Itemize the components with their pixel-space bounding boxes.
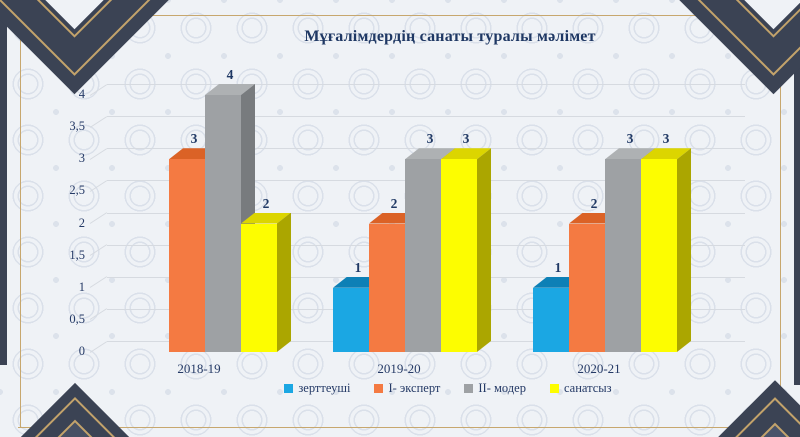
y-axis-tick-label: 2 xyxy=(78,215,85,230)
y-axis-tick-label: 3 xyxy=(78,151,85,166)
legend-item-0: зерттеуші xyxy=(284,381,350,396)
y-axis-tick-label: 3,5 xyxy=(69,119,85,134)
bar-top-1-2019-20 xyxy=(369,212,419,224)
bar-value-label: 3 xyxy=(626,131,634,147)
bar-1-2020-21 xyxy=(569,223,605,352)
legend-swatch xyxy=(464,384,474,393)
bar-top-1-2020-21 xyxy=(569,212,619,224)
bar-value-label: 3 xyxy=(462,131,470,147)
bar-side-3-2019-20 xyxy=(477,148,491,352)
gridline-connector xyxy=(89,180,108,192)
x-category-label: 2020-21 xyxy=(577,361,621,376)
legend-item-1: I- эксперт xyxy=(374,381,440,396)
x-category-label: 2019-20 xyxy=(377,361,421,376)
bar-value-label: 2 xyxy=(590,195,598,211)
bar-value-label: 2 xyxy=(262,195,270,211)
gold-frame-top xyxy=(18,15,782,16)
bar-top-3-2018-19 xyxy=(241,212,291,224)
bar-value-label: 3 xyxy=(662,131,670,147)
bar-top-3-2020-21 xyxy=(641,148,691,160)
gridline-connector xyxy=(89,212,108,224)
legend-label: I- эксперт xyxy=(388,381,441,395)
bar-value-label: 1 xyxy=(554,259,562,275)
y-axis-tick-label: 1,5 xyxy=(69,247,85,262)
gridline-connector xyxy=(89,147,108,160)
legend-label: зерттеуші xyxy=(298,381,351,395)
bar-3-2019-20 xyxy=(441,159,477,352)
gold-accent-line xyxy=(0,396,199,437)
gridline-connector xyxy=(89,308,108,321)
legend-item-3: санатсыз xyxy=(549,381,612,396)
gold-frame-right xyxy=(780,15,781,428)
bar-side-3-2018-19 xyxy=(277,213,291,353)
bar-1-2019-20 xyxy=(369,223,405,352)
bar-side-3-2020-21 xyxy=(677,148,691,352)
legend-swatch xyxy=(284,384,294,393)
bar-top-0-2019-20 xyxy=(333,276,383,288)
y-axis-tick-label: 0,5 xyxy=(69,311,85,326)
gold-frame-bottom xyxy=(18,427,782,428)
bar-top-2-2020-21 xyxy=(605,148,655,160)
bar-top-0-2020-21 xyxy=(533,276,583,288)
y-axis-tick-label: 0 xyxy=(78,344,85,358)
chart-title: Мұғалімдердің санаты туралы мәлімет xyxy=(304,28,596,45)
bar-top-2-2019-20 xyxy=(405,148,455,160)
bar-top-2-2018-19 xyxy=(205,84,255,95)
bar-2-2018-19 xyxy=(205,95,241,352)
bar-3-2020-21 xyxy=(641,159,677,352)
bar-0-2020-21 xyxy=(533,287,569,352)
y-axis-tick-label: 1 xyxy=(78,279,85,294)
navy-edge-strip-left xyxy=(0,20,7,365)
x-category-label: 2018-19 xyxy=(177,361,221,376)
gridline xyxy=(107,84,745,85)
bar-value-label: 3 xyxy=(426,131,434,147)
bar-value-label: 2 xyxy=(390,195,398,211)
bar-value-label: 4 xyxy=(226,67,234,82)
legend-label: санатсыз xyxy=(563,381,612,395)
legend-swatch xyxy=(374,384,384,393)
gridline-connector xyxy=(89,276,108,289)
legend-label: II- модер xyxy=(478,381,526,395)
bar-top-3-2019-20 xyxy=(441,148,491,160)
gridline-connector xyxy=(89,244,108,257)
gridline-connector xyxy=(89,115,108,128)
gridline-connector xyxy=(89,340,108,353)
y-axis-tick-label: 2,5 xyxy=(69,183,85,198)
bar-value-label: 1 xyxy=(354,259,362,275)
bar-2-2020-21 xyxy=(605,159,641,352)
legend-swatch xyxy=(549,384,559,393)
bar-1-2018-19 xyxy=(169,159,205,352)
bar-value-label: 3 xyxy=(190,131,198,147)
bar-3-2018-19 xyxy=(241,223,277,352)
gold-frame-left xyxy=(20,15,21,428)
bar-0-2019-20 xyxy=(333,287,369,352)
gridline-connector xyxy=(89,83,108,96)
legend-item-2: II- модер xyxy=(464,381,526,396)
bar-top-1-2018-19 xyxy=(169,148,219,160)
gold-accent-line xyxy=(0,0,221,76)
navy-edge-strip-right xyxy=(794,25,800,385)
chart-legend: зерттеуші I- эксперт II- модер санатсыз xyxy=(48,381,800,396)
gridline xyxy=(107,116,745,118)
bar-2-2019-20 xyxy=(405,159,441,352)
y-axis-tick-label: 4 xyxy=(78,87,85,101)
